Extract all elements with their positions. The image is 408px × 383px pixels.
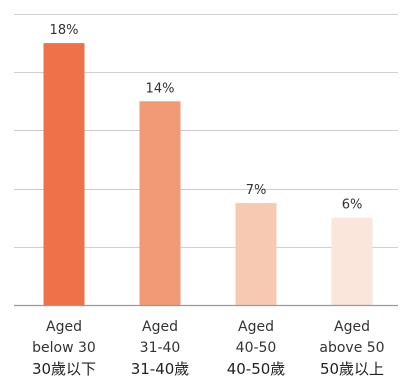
category-label-zh: 50歲以上	[320, 360, 384, 378]
value-labels: 18% 14% 7% 6%	[50, 23, 363, 213]
category-label-zh: 40-50歲	[227, 360, 286, 378]
category-label-line1: Aged	[46, 319, 82, 335]
category-label-line2: above 50	[319, 340, 384, 356]
bar	[235, 203, 277, 305]
bar	[43, 43, 85, 305]
bar-value-label: 14%	[146, 81, 175, 96]
bar-value-label: 18%	[50, 23, 79, 38]
category-label-zh: 31-40歲	[131, 360, 190, 378]
category-label-line2: 31-40	[140, 340, 181, 356]
category-labels: Aged below 30 30歲以下 Aged 31-40 31-40歲 Aged 40-5…	[32, 319, 385, 378]
bar	[139, 101, 181, 305]
category-label-line2: below 30	[32, 340, 96, 356]
category-label-line1: Aged	[142, 319, 178, 335]
category-label-line1: Aged	[238, 319, 274, 335]
category-label-line1: Aged	[334, 319, 370, 335]
category-label-line2: 40-50	[236, 340, 277, 356]
bar	[331, 217, 373, 305]
bar-value-label: 7%	[246, 183, 267, 198]
bars	[43, 43, 373, 305]
category-label-zh: 30歲以下	[32, 360, 96, 378]
bar-value-label: 6%	[342, 198, 363, 213]
